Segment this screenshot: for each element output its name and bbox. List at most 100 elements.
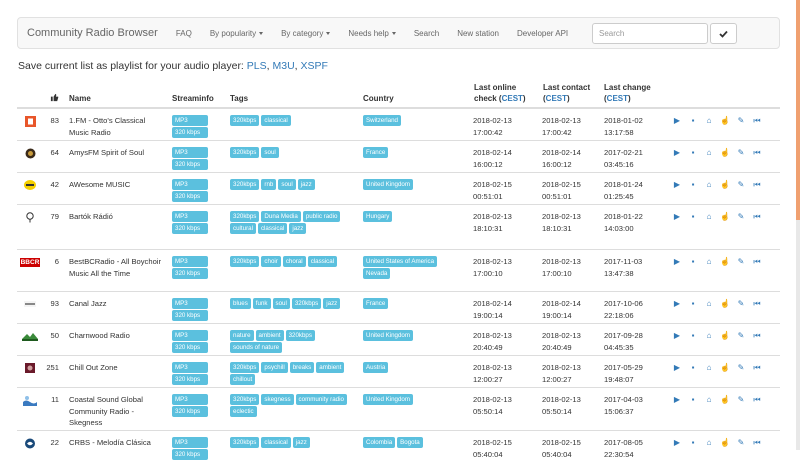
stream-label[interactable]: 320 kbps bbox=[172, 268, 208, 279]
tag-label[interactable]: blues bbox=[230, 298, 251, 309]
header-country[interactable]: Country bbox=[363, 94, 394, 103]
edit-icon[interactable]: ✎ bbox=[737, 363, 745, 372]
nav-developer-api[interactable]: Developer API bbox=[516, 28, 569, 38]
tag-label[interactable]: classical bbox=[307, 256, 338, 267]
tag-label[interactable]: classical bbox=[257, 223, 288, 234]
stream-label[interactable]: MP3 bbox=[172, 330, 208, 341]
vote-icon[interactable]: ☝ bbox=[720, 395, 730, 404]
country-label[interactable]: Austria bbox=[363, 362, 389, 373]
tag-label[interactable]: public radio bbox=[302, 211, 341, 222]
edit-icon[interactable]: ✎ bbox=[737, 116, 745, 125]
stream-label[interactable]: MP3 bbox=[172, 147, 208, 158]
nav-new-station[interactable]: New station bbox=[457, 28, 499, 38]
play-icon[interactable]: ▶ bbox=[673, 212, 681, 221]
history-icon[interactable]: ⏮ bbox=[753, 116, 761, 125]
station-name[interactable]: CRBS - Melodía Clásica bbox=[69, 438, 151, 447]
vote-icon[interactable]: ☝ bbox=[720, 180, 730, 189]
xspf-link[interactable]: XSPF bbox=[300, 60, 328, 72]
vote-icon[interactable]: ☝ bbox=[720, 299, 730, 308]
m3u-link[interactable]: M3U bbox=[272, 60, 295, 72]
play-icon[interactable]: ▶ bbox=[673, 395, 681, 404]
vote-icon[interactable]: ☝ bbox=[720, 212, 730, 221]
tag-label[interactable]: choir bbox=[261, 256, 281, 267]
play-icon[interactable]: ▶ bbox=[673, 331, 681, 340]
play-icon[interactable]: ▶ bbox=[673, 363, 681, 372]
station-name[interactable]: Canal Jazz bbox=[69, 299, 107, 308]
vote-icon[interactable]: ☝ bbox=[720, 148, 730, 157]
tag-label[interactable]: nature bbox=[230, 330, 254, 341]
pls-link[interactable]: PLS bbox=[246, 60, 267, 72]
tag-label[interactable]: 320kbps bbox=[285, 330, 315, 341]
history-icon[interactable]: ⏮ bbox=[753, 395, 761, 404]
country-label[interactable]: Nevada bbox=[363, 268, 391, 279]
stream-label[interactable]: 320 kbps bbox=[172, 310, 208, 321]
edit-icon[interactable]: ✎ bbox=[737, 438, 745, 447]
tag-label[interactable]: ambient bbox=[255, 330, 284, 341]
tag-label[interactable]: soul bbox=[272, 298, 290, 309]
vote-icon[interactable]: ☝ bbox=[720, 363, 730, 372]
home-icon[interactable]: ⌂ bbox=[706, 180, 712, 189]
page-scrollbar[interactable] bbox=[796, 0, 800, 450]
station-name[interactable]: Bartók Rádió bbox=[69, 212, 113, 221]
station-name[interactable]: Chill Out Zone bbox=[69, 363, 118, 372]
vote-icon[interactable]: ☝ bbox=[720, 331, 730, 340]
tag-label[interactable]: jazz bbox=[323, 298, 341, 309]
tag-label[interactable]: eclectic bbox=[230, 406, 257, 417]
stream-label[interactable]: 320 kbps bbox=[172, 223, 208, 234]
save-icon[interactable]: ▪ bbox=[691, 212, 695, 221]
home-icon[interactable]: ⌂ bbox=[706, 257, 712, 266]
tag-label[interactable]: 320kbps bbox=[230, 362, 260, 373]
tag-label[interactable]: choral bbox=[282, 256, 306, 267]
country-label[interactable]: France bbox=[363, 298, 389, 309]
save-icon[interactable]: ▪ bbox=[691, 257, 695, 266]
stream-label[interactable]: 320 kbps bbox=[172, 374, 208, 385]
tag-label[interactable]: ambient bbox=[316, 362, 345, 373]
home-icon[interactable]: ⌂ bbox=[706, 395, 712, 404]
play-icon[interactable]: ▶ bbox=[673, 299, 681, 308]
stream-label[interactable]: MP3 bbox=[172, 298, 208, 309]
country-label[interactable]: United States of America bbox=[363, 256, 438, 267]
edit-icon[interactable]: ✎ bbox=[737, 395, 745, 404]
vote-icon[interactable]: ☝ bbox=[720, 438, 730, 447]
tag-label[interactable]: 320kbps bbox=[230, 147, 260, 158]
station-name[interactable]: AWesome MUSIC bbox=[69, 180, 131, 189]
tag-label[interactable]: 320kbps bbox=[230, 211, 260, 222]
tag-label[interactable]: psychill bbox=[261, 362, 288, 373]
station-name[interactable]: Charnwood Radio bbox=[69, 331, 130, 340]
history-icon[interactable]: ⏮ bbox=[753, 212, 761, 221]
country-label[interactable]: Hungary bbox=[363, 211, 393, 222]
station-name[interactable]: 1.FM - Otto's Classical Music Radio bbox=[69, 116, 146, 137]
stream-label[interactable]: 320 kbps bbox=[172, 342, 208, 353]
stream-label[interactable]: MP3 bbox=[172, 394, 208, 405]
country-label[interactable]: France bbox=[363, 147, 389, 158]
nav-by-category[interactable]: By category bbox=[281, 29, 331, 38]
search-submit-button[interactable] bbox=[710, 23, 737, 44]
play-icon[interactable]: ▶ bbox=[673, 116, 681, 125]
station-name[interactable]: Coastal Sound Global Community Radio - S… bbox=[69, 395, 143, 427]
save-icon[interactable]: ▪ bbox=[691, 438, 695, 447]
country-label[interactable]: Colombia bbox=[363, 437, 396, 448]
country-label[interactable]: United Kingdom bbox=[363, 330, 414, 341]
tag-label[interactable]: skegness bbox=[261, 394, 294, 405]
nav-needs-help[interactable]: Needs help bbox=[348, 29, 396, 38]
tag-label[interactable]: 320kbps bbox=[230, 394, 260, 405]
home-icon[interactable]: ⌂ bbox=[706, 299, 712, 308]
search-input[interactable] bbox=[592, 23, 708, 44]
play-icon[interactable]: ▶ bbox=[673, 257, 681, 266]
tag-label[interactable]: jazz bbox=[292, 437, 310, 448]
header-name[interactable]: Name bbox=[69, 94, 91, 103]
save-icon[interactable]: ▪ bbox=[691, 116, 695, 125]
tag-label[interactable]: 320kbps bbox=[230, 115, 260, 126]
station-name[interactable]: BestBCRadio - All Boychoir Music All the… bbox=[69, 257, 162, 278]
history-icon[interactable]: ⏮ bbox=[753, 363, 761, 372]
scrollbar-thumb[interactable] bbox=[796, 0, 800, 220]
history-icon[interactable]: ⏮ bbox=[753, 180, 761, 189]
vote-icon[interactable]: ☝ bbox=[720, 257, 730, 266]
nav-faq[interactable]: FAQ bbox=[175, 28, 192, 38]
stream-label[interactable]: MP3 bbox=[172, 362, 208, 373]
country-label[interactable]: Switzerland bbox=[363, 115, 401, 126]
tag-label[interactable]: 320kbps bbox=[291, 298, 322, 309]
nav-search[interactable]: Search bbox=[413, 28, 440, 38]
home-icon[interactable]: ⌂ bbox=[706, 438, 712, 447]
header-last-contact[interactable]: Last contact (CEST) bbox=[543, 82, 590, 104]
